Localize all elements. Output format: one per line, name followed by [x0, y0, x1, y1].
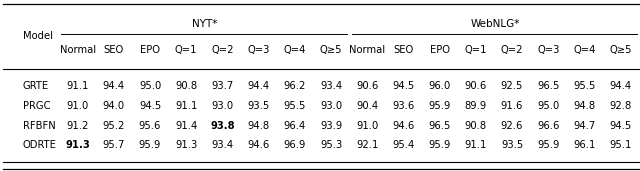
Text: 95.7: 95.7 — [102, 140, 125, 150]
Text: 93.0: 93.0 — [320, 101, 342, 111]
Text: 94.5: 94.5 — [392, 81, 415, 91]
Text: RFBFN: RFBFN — [23, 121, 56, 131]
Text: 94.6: 94.6 — [392, 121, 415, 131]
Text: 95.5: 95.5 — [573, 81, 596, 91]
Text: 95.6: 95.6 — [139, 121, 161, 131]
Text: 94.7: 94.7 — [573, 121, 596, 131]
Text: 92.8: 92.8 — [609, 101, 632, 111]
Text: Q=2: Q=2 — [211, 45, 234, 55]
Text: 95.9: 95.9 — [537, 140, 559, 150]
Text: 95.9: 95.9 — [428, 101, 451, 111]
Text: 91.4: 91.4 — [175, 121, 197, 131]
Text: 91.1: 91.1 — [175, 101, 197, 111]
Text: 92.6: 92.6 — [501, 121, 524, 131]
Text: 90.4: 90.4 — [356, 101, 378, 111]
Text: 95.0: 95.0 — [139, 81, 161, 91]
Text: 94.4: 94.4 — [609, 81, 632, 91]
Text: 93.7: 93.7 — [211, 81, 234, 91]
Text: 96.2: 96.2 — [284, 81, 306, 91]
Text: 95.4: 95.4 — [392, 140, 415, 150]
Text: SEO: SEO — [394, 45, 413, 55]
Text: 93.4: 93.4 — [320, 81, 342, 91]
Text: 89.9: 89.9 — [465, 101, 487, 111]
Text: Q=4: Q=4 — [284, 45, 306, 55]
Text: 92.5: 92.5 — [501, 81, 524, 91]
Text: 96.9: 96.9 — [284, 140, 306, 150]
Text: 90.6: 90.6 — [356, 81, 378, 91]
Text: GRTE: GRTE — [23, 81, 49, 91]
Text: Q=1: Q=1 — [175, 45, 198, 55]
Text: PRGC: PRGC — [23, 101, 51, 111]
Text: 95.1: 95.1 — [609, 140, 632, 150]
Text: 94.8: 94.8 — [248, 121, 269, 131]
Text: 94.4: 94.4 — [248, 81, 269, 91]
Text: 96.1: 96.1 — [573, 140, 596, 150]
Text: 91.6: 91.6 — [501, 101, 524, 111]
Text: 94.6: 94.6 — [248, 140, 269, 150]
Text: 90.6: 90.6 — [465, 81, 487, 91]
Text: 96.4: 96.4 — [284, 121, 306, 131]
Text: WebNLG*: WebNLG* — [470, 19, 520, 29]
Text: 96.5: 96.5 — [537, 81, 559, 91]
Text: 95.9: 95.9 — [139, 140, 161, 150]
Text: 91.3: 91.3 — [65, 140, 90, 150]
Text: Normal: Normal — [349, 45, 385, 55]
Text: 95.3: 95.3 — [320, 140, 342, 150]
Text: 93.9: 93.9 — [320, 121, 342, 131]
Text: ODRTE: ODRTE — [23, 140, 57, 150]
Text: SEO: SEO — [104, 45, 124, 55]
Text: 91.1: 91.1 — [67, 81, 89, 91]
Text: 91.0: 91.0 — [356, 121, 378, 131]
Text: Q≥5: Q≥5 — [320, 45, 342, 55]
Text: Q=3: Q=3 — [248, 45, 270, 55]
Text: Q=1: Q=1 — [465, 45, 487, 55]
Text: 96.6: 96.6 — [537, 121, 559, 131]
Text: 96.5: 96.5 — [428, 121, 451, 131]
Text: 95.0: 95.0 — [537, 101, 559, 111]
Text: EPO: EPO — [429, 45, 450, 55]
Text: 91.1: 91.1 — [465, 140, 487, 150]
Text: NYT*: NYT* — [191, 19, 217, 29]
Text: 93.6: 93.6 — [392, 101, 415, 111]
Text: 92.1: 92.1 — [356, 140, 378, 150]
Text: 93.8: 93.8 — [210, 121, 235, 131]
Text: Q=4: Q=4 — [573, 45, 596, 55]
Text: 96.0: 96.0 — [429, 81, 451, 91]
Text: EPO: EPO — [140, 45, 160, 55]
Text: 94.8: 94.8 — [573, 101, 595, 111]
Text: Q=3: Q=3 — [537, 45, 559, 55]
Text: 94.0: 94.0 — [103, 101, 125, 111]
Text: 95.2: 95.2 — [102, 121, 125, 131]
Text: 93.5: 93.5 — [501, 140, 523, 150]
Text: 93.0: 93.0 — [211, 101, 234, 111]
Text: 95.5: 95.5 — [284, 101, 306, 111]
Text: Normal: Normal — [60, 45, 96, 55]
Text: Model: Model — [23, 31, 53, 41]
Text: Q≥5: Q≥5 — [609, 45, 632, 55]
Text: 94.5: 94.5 — [139, 101, 161, 111]
Text: 94.5: 94.5 — [609, 121, 632, 131]
Text: 93.4: 93.4 — [211, 140, 234, 150]
Text: 91.3: 91.3 — [175, 140, 197, 150]
Text: 91.0: 91.0 — [67, 101, 89, 111]
Text: 94.4: 94.4 — [103, 81, 125, 91]
Text: 93.5: 93.5 — [248, 101, 269, 111]
Text: 90.8: 90.8 — [175, 81, 197, 91]
Text: 90.8: 90.8 — [465, 121, 487, 131]
Text: Q=2: Q=2 — [500, 45, 524, 55]
Text: 91.2: 91.2 — [67, 121, 89, 131]
Text: 95.9: 95.9 — [428, 140, 451, 150]
